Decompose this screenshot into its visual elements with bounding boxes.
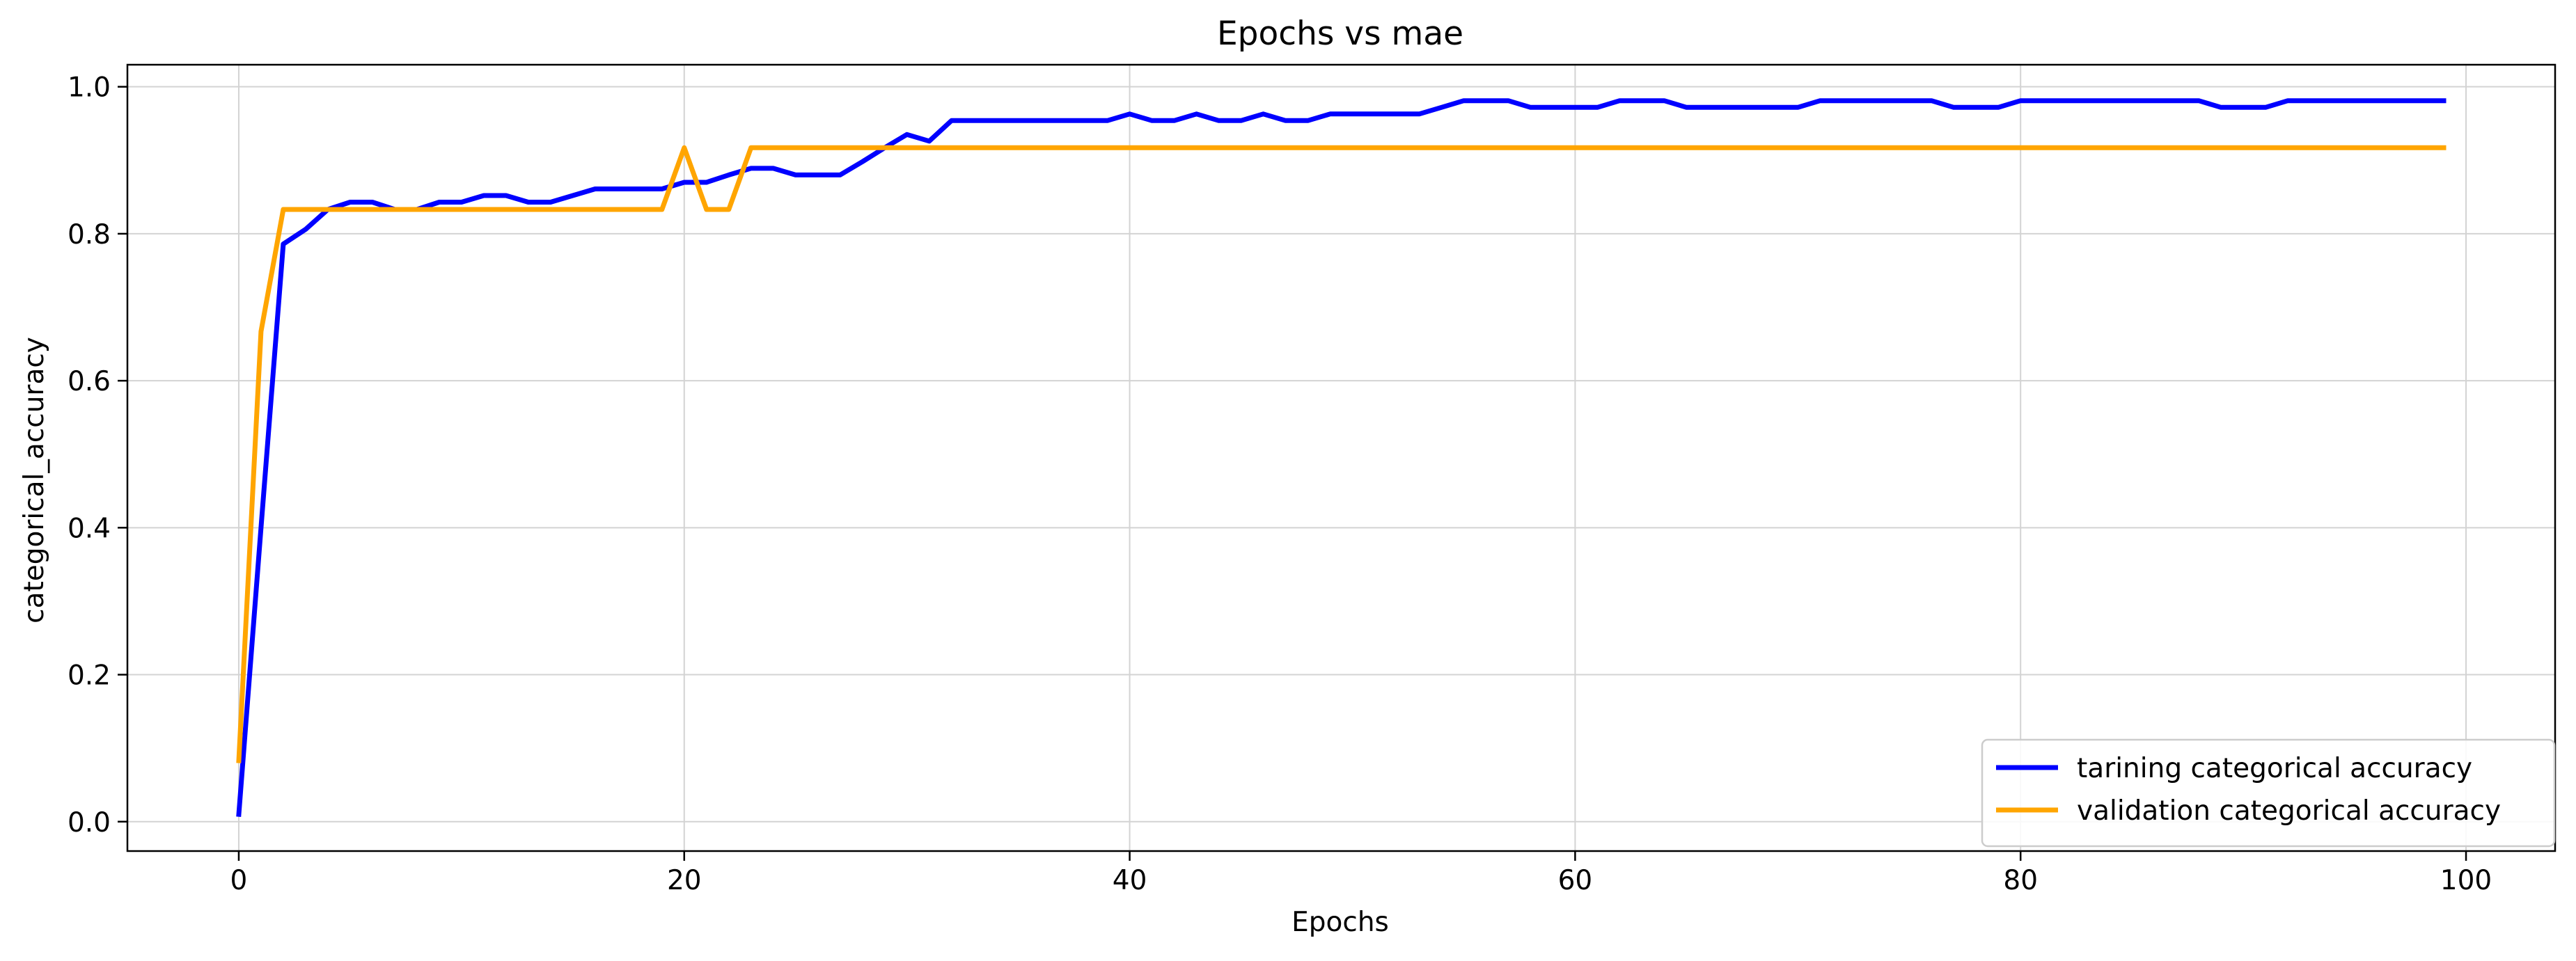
ticks-layer: 0 20 40 60 80 100 0.0 0.2 0.4 0.6 0.8 1.0 — [68, 72, 2492, 896]
series-layer — [236, 98, 2447, 817]
plot-area-frame — [126, 63, 2557, 852]
legend-box — [1981, 738, 2556, 848]
training-accuracy-line — [236, 98, 2447, 817]
legend-label-validation: validation categorical accuracy — [2077, 795, 2501, 827]
y-tick-label: 0.0 — [68, 807, 111, 839]
y-tick-label: 0.8 — [68, 219, 111, 251]
x-tick-label: 100 — [2440, 865, 2492, 896]
x-tick-label: 60 — [1558, 865, 1593, 896]
y-axis-title: categorical_accuracy — [19, 337, 50, 624]
chart-title: Epochs vs mae — [1217, 15, 1463, 53]
legend: tarining categorical accuracy validation… — [1981, 738, 2556, 848]
legend-label-training: tarining categorical accuracy — [2077, 753, 2472, 784]
x-tick-label: 40 — [1113, 865, 1147, 896]
y-tick-label: 0.4 — [68, 513, 111, 544]
x-tick-label: 20 — [667, 865, 702, 896]
y-tick-label: 0.6 — [68, 366, 111, 397]
x-tick-label: 0 — [230, 865, 248, 896]
x-axis-title: Epochs — [1291, 907, 1389, 938]
y-tick-label: 1.0 — [68, 72, 111, 104]
y-tick-label: 0.2 — [68, 660, 111, 692]
x-tick-label: 80 — [2003, 865, 2038, 896]
validation-accuracy-line — [236, 145, 2447, 763]
